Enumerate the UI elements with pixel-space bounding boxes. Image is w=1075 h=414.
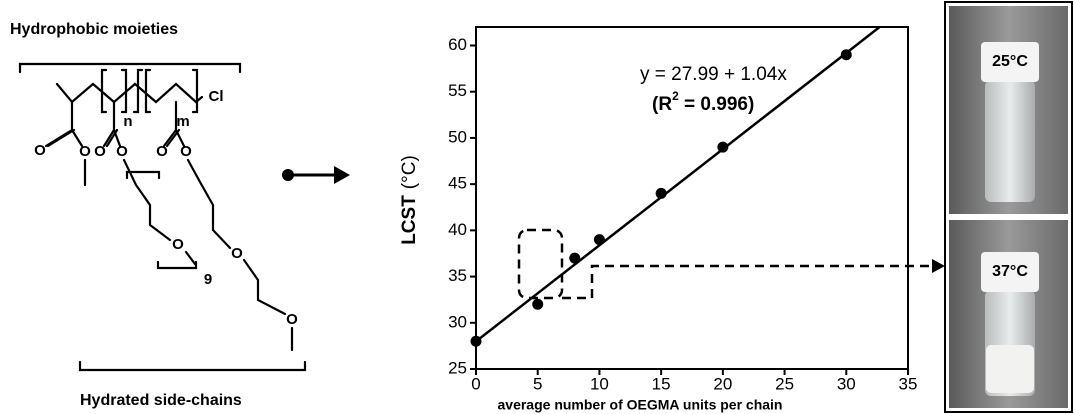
y-tick-label: 30	[448, 312, 467, 331]
fit-line	[476, 27, 882, 343]
y-label-unit: (°C)	[399, 155, 420, 189]
backbone	[55, 82, 204, 104]
data-point	[840, 49, 852, 61]
temperature-label: 25°C	[992, 53, 1028, 70]
subscript: n	[123, 113, 132, 130]
x-tick-label: 35	[899, 374, 918, 393]
x-axis-label: average number of OEGMA units per chain	[498, 397, 783, 413]
ester	[102, 100, 122, 148]
side-chain	[186, 158, 294, 352]
ester	[162, 100, 186, 148]
x-tick-label: 20	[713, 374, 732, 393]
plot-frame	[475, 26, 909, 370]
photo: 37°C	[949, 220, 1068, 408]
data-point	[532, 298, 544, 310]
subscript: 9	[204, 271, 212, 288]
atom: O	[286, 311, 298, 328]
r2-text: (R	[652, 94, 672, 115]
x-tick-label: 10	[590, 374, 609, 393]
plot: 0 5 10 15 20 25 30 35 25 30 35 40 45 50 55 60	[448, 27, 918, 393]
subscript: m	[176, 113, 189, 130]
y-label-main: LCST	[399, 195, 420, 245]
atom: O	[79, 143, 91, 160]
r-squared: (R2 = 0.996)	[652, 89, 754, 115]
bracket	[78, 360, 307, 372]
plot-area	[476, 27, 882, 343]
callout-line	[562, 264, 932, 300]
atom: O	[180, 143, 192, 160]
atom: O	[116, 143, 128, 160]
data-point	[655, 187, 667, 199]
x-tick-label: 30	[837, 374, 856, 393]
bracket	[18, 62, 242, 74]
vial-cap	[981, 42, 1039, 82]
top-label: Hydrophobic moieties	[10, 21, 178, 38]
callout-arrow	[932, 259, 945, 273]
atom: O	[156, 143, 168, 160]
y-tick-label: 40	[448, 220, 467, 239]
scheme: Hydrophobic moieties Hydrated side-chain…	[10, 21, 350, 409]
y-tick-label: 60	[448, 35, 467, 54]
highlight-box	[517, 228, 564, 300]
x-tick-label: 5	[533, 374, 542, 393]
brackets	[100, 68, 199, 114]
vial	[985, 80, 1035, 202]
equation: y = 27.99 + 1.04x	[640, 64, 787, 85]
y-axis-label: LCST (°C)	[399, 155, 420, 245]
turbid-solution	[986, 345, 1034, 393]
atom: Cl	[209, 88, 224, 105]
y-tick-label: 35	[448, 266, 467, 285]
y-tick-label: 55	[448, 81, 467, 100]
data-point	[569, 252, 581, 264]
bottom-label: Hydrated side-chains	[80, 392, 242, 409]
data-point	[593, 234, 605, 246]
atom: O	[34, 142, 46, 159]
r2-sup: 2	[672, 89, 679, 103]
x-tick-label: 0	[471, 374, 480, 393]
peg-chain	[122, 158, 198, 270]
photo: 25°C	[949, 6, 1068, 214]
arrow-head	[334, 166, 350, 184]
x-tick-label: 15	[652, 374, 671, 393]
atom: O	[231, 245, 243, 262]
temperature-label: 37°C	[992, 263, 1028, 280]
data-point	[470, 335, 482, 347]
y-tick-label: 50	[448, 127, 467, 146]
atom: O	[172, 236, 184, 253]
atom: O	[94, 143, 106, 160]
r2-text: = 0.996)	[679, 94, 755, 115]
ester	[44, 100, 87, 187]
x-tick-label: 25	[775, 374, 794, 393]
y-tick-label: 25	[448, 358, 467, 377]
data-point	[717, 141, 729, 153]
vial-cap	[981, 252, 1039, 292]
y-tick-label: 45	[448, 174, 467, 193]
